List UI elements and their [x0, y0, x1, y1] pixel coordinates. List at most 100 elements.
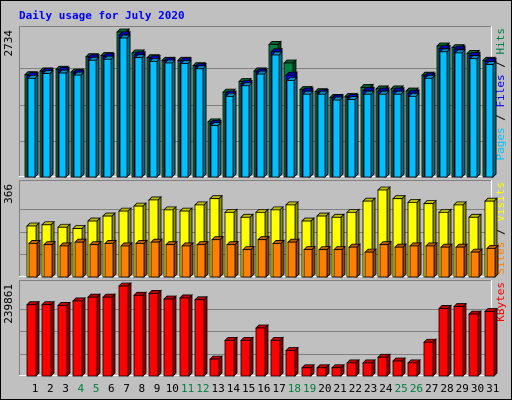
kbytes-bar-side [249, 336, 254, 377]
kbytes-bar [26, 304, 37, 377]
day-13-bars [207, 117, 222, 178]
x-tick-label: 24 [379, 382, 393, 395]
kbytes-bar-side [371, 358, 376, 377]
kbytes-bar [331, 367, 342, 377]
kbytes-bar [346, 362, 357, 377]
sites-bar [211, 239, 221, 278]
kbytes-bar [163, 298, 174, 377]
pages-bar-side [187, 59, 192, 178]
kbytes-bar-side [355, 358, 360, 377]
kbytes-bar-side [401, 357, 406, 377]
sites-bar-side [97, 240, 102, 278]
x-tick-label: 25 [395, 382, 408, 395]
day-2-bars [39, 66, 54, 178]
pages-bar [271, 54, 280, 178]
day-26-bars [407, 198, 422, 278]
sites-bar-side [326, 245, 331, 278]
pages-bar-side [309, 90, 314, 178]
x-tick-label: 12 [196, 382, 209, 395]
day-17-bars [270, 336, 284, 377]
y-max-label: 2734 [2, 30, 15, 57]
pages-bar-side [400, 90, 405, 178]
kbytes-bar [133, 294, 144, 377]
x-tick-label: 20 [318, 382, 331, 395]
sites-bar-side [67, 241, 72, 278]
kbytes-bar [377, 356, 388, 377]
kbytes-bar [72, 300, 83, 377]
day-30-bars [468, 213, 483, 278]
kbytes-bar-side [142, 291, 147, 377]
kbytes-bar [362, 362, 373, 377]
sites-bar [196, 244, 206, 278]
pages-bar-side [49, 69, 54, 178]
pages-bar-side [415, 92, 420, 178]
day-16-bars [255, 208, 270, 278]
kbytes-bar [118, 285, 129, 377]
day-16-bars [253, 66, 268, 178]
sites-bar [165, 244, 175, 278]
pages-bar [439, 51, 448, 178]
sites-bar-side [112, 239, 117, 278]
day-9-bars [148, 289, 162, 377]
pages-bar [195, 68, 204, 178]
day-2-bars [41, 220, 56, 278]
day-18-bars [285, 346, 299, 377]
x-tick-label: 28 [440, 382, 453, 395]
day-12-bars [192, 61, 207, 178]
sites-bar-side [234, 240, 239, 278]
kbytes-bar [423, 341, 434, 377]
sites-bar-side [356, 243, 361, 278]
day-12-bars [194, 200, 209, 278]
day-6-bars [102, 293, 116, 377]
sites-bar-side [463, 243, 468, 278]
pages-bar [58, 72, 67, 178]
kbytes-bar [438, 308, 449, 377]
pages-bar [134, 57, 143, 178]
day-4-bars [70, 68, 85, 178]
kbytes-bar [484, 311, 495, 377]
pages-bar [42, 73, 51, 178]
day-24-bars [377, 353, 391, 377]
day-16-bars [255, 324, 269, 377]
kbytes-bar [102, 296, 113, 377]
sites-bar-side [433, 241, 438, 278]
panel-hits-files-pages: 2734 Pages / Files / Hits [2, 26, 507, 178]
kbytes-bar [468, 313, 479, 377]
sites-bar-side [51, 240, 56, 278]
sites-bar [379, 244, 389, 278]
day-19-bars [299, 85, 314, 178]
legend-hits: Hits [494, 28, 507, 55]
kbytes-bar-side [203, 295, 208, 377]
kbytes-bar [255, 327, 266, 377]
x-tick-label: 22 [349, 382, 362, 395]
kbytes-bar [407, 362, 418, 377]
pages-bar-side [278, 51, 283, 178]
sites-bar-side [265, 235, 270, 278]
day-28-bars [438, 304, 452, 377]
pages-bar [73, 74, 82, 178]
sites-bar [89, 244, 99, 278]
sites-bar-side [204, 240, 209, 278]
day-5-bars [85, 52, 100, 178]
day-25-bars [392, 194, 407, 278]
panel-legend: Pages / Files / Hits [494, 28, 507, 161]
pages-bar [347, 99, 356, 178]
pages-bar [256, 73, 265, 178]
kbytes-bar [179, 297, 190, 377]
kbytes-bar-side [493, 307, 498, 377]
day-2-bars [41, 300, 55, 377]
day-28-bars [438, 208, 453, 278]
day-13-bars [209, 355, 223, 377]
x-tick-label: 7 [123, 382, 130, 395]
kbytes-bar-side [432, 338, 437, 377]
day-20-bars [314, 87, 329, 178]
day-26-bars [405, 87, 420, 178]
pages-bar [317, 93, 326, 178]
day-24-bars [375, 84, 390, 178]
day-30-bars [468, 310, 482, 377]
pages-bar [408, 95, 417, 178]
x-tick-label: 18 [288, 382, 301, 395]
day-9-bars [146, 53, 161, 178]
